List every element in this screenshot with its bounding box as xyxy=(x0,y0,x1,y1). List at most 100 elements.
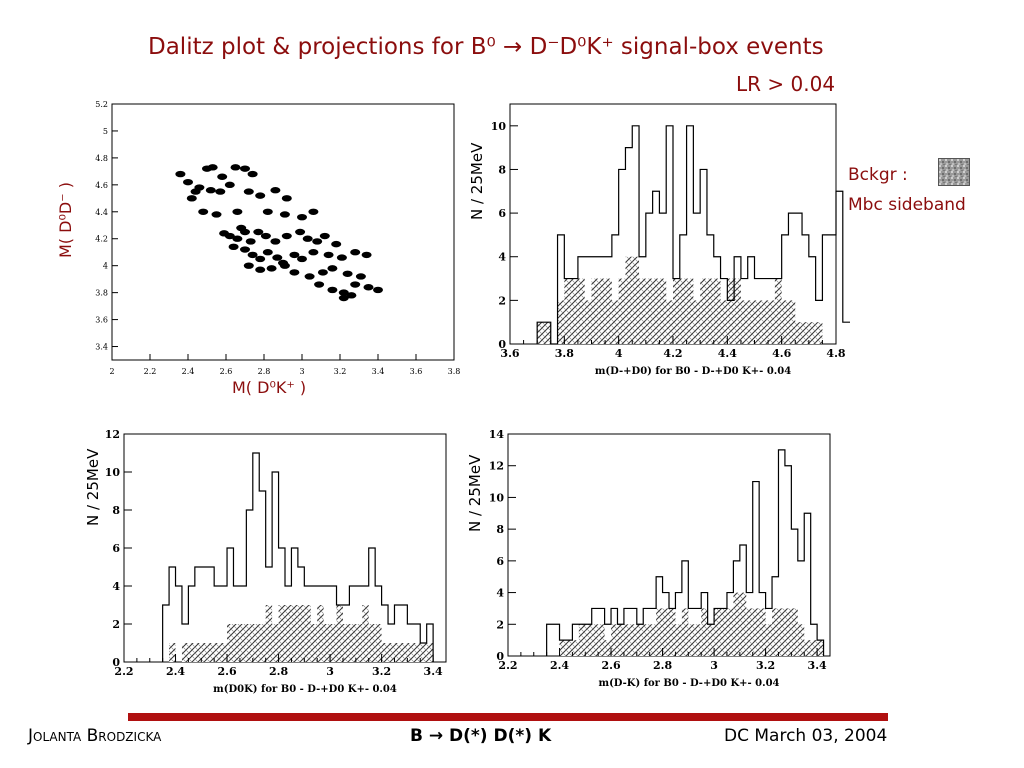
sideband-bar xyxy=(426,643,434,662)
dalitz-point xyxy=(224,232,235,240)
y-tick-label: 4 xyxy=(498,251,506,264)
sideband-bar xyxy=(815,322,823,344)
sideband-bar xyxy=(761,300,769,344)
sideband-bar xyxy=(598,278,606,344)
dalitz-point xyxy=(175,170,186,178)
dalitz-y-tick-label: 4.4 xyxy=(95,208,108,217)
sideband-bar xyxy=(317,605,324,662)
x-tick-label: 2.8 xyxy=(269,665,288,678)
signal-box-histogram-line xyxy=(162,452,434,662)
y-tick-label: 6 xyxy=(498,207,506,220)
y-tick-label: 6 xyxy=(112,542,120,555)
dalitz-point xyxy=(240,165,250,172)
sideband-bar xyxy=(817,640,824,656)
y-tick-label: 2 xyxy=(112,618,120,631)
dalitz-point xyxy=(297,255,307,263)
dalitz-point xyxy=(355,273,366,280)
sideband-bar xyxy=(746,608,753,656)
dalitz-point xyxy=(272,254,283,261)
footer-author: Jolanta Brodzicka xyxy=(28,726,162,746)
legend-bckgr-label: Bckgr : xyxy=(848,165,908,185)
dalitz-point xyxy=(205,187,216,194)
sideband-bar xyxy=(681,608,689,656)
dalitz-x-tick-label: 2.4 xyxy=(182,367,195,376)
x-ticks: 2.2 2.4 2.6 2.8 3 3.2 3.4 xyxy=(114,654,447,678)
sideband-bar xyxy=(584,300,592,344)
y-tick-label: 8 xyxy=(498,163,506,176)
sideband-bar xyxy=(734,278,741,344)
dalitz-point xyxy=(319,232,330,240)
dalitz-frame xyxy=(111,103,455,361)
sideband-bar xyxy=(605,278,612,344)
sideband-bar xyxy=(636,624,644,656)
sideband-bar xyxy=(304,605,311,662)
sideband-bar xyxy=(323,624,331,662)
x-axis-label: m(D-+D0) for B0 - D-+D0 K+- 0.04 xyxy=(595,366,791,377)
sideband-bar xyxy=(727,278,735,344)
sideband-bar xyxy=(310,624,318,662)
dalitz-y-label: M( D⁰D⁻ ) xyxy=(56,182,75,258)
x-tick-label: 4.4 xyxy=(718,347,737,360)
sideband-bar xyxy=(214,643,221,662)
y-ticks: 0 2 4 6 8 10 12 xyxy=(105,428,132,669)
dalitz-point xyxy=(230,164,241,171)
sideband-bar xyxy=(233,624,240,662)
sideband-bars xyxy=(537,256,823,344)
sideband-bar xyxy=(694,624,702,656)
dalitz-point xyxy=(198,208,209,215)
sideband-bar xyxy=(265,605,273,662)
dalitz-point xyxy=(327,265,338,272)
sideband-bar xyxy=(673,278,680,344)
sideband-bar xyxy=(169,643,176,662)
dalitz-point xyxy=(270,238,281,245)
dalitz-point xyxy=(289,269,300,276)
sideband-bar xyxy=(572,640,579,656)
sideband-bar xyxy=(375,624,382,662)
dalitz-point xyxy=(253,228,264,236)
dalitz-x-tick-label: 3.6 xyxy=(410,367,423,376)
y-tick-label: 10 xyxy=(105,466,121,479)
dalitz-point xyxy=(190,188,201,195)
dalitz-point xyxy=(260,232,271,240)
histogram-d-k-y-label: N / 25MeV xyxy=(466,454,484,532)
dalitz-point xyxy=(243,188,254,195)
dalitz-point xyxy=(361,251,372,259)
sideband-bar xyxy=(788,300,796,344)
dalitz-point xyxy=(279,262,290,269)
dalitz-plot: 2 2.2 2.4 2.6 2.8 3 3.2 3.4 3.6 3.8 3.4 3.6 3.8 4 4.2… xyxy=(95,100,460,376)
sideband-bar xyxy=(726,608,734,656)
sideband-bar xyxy=(368,624,376,662)
sideband-bar xyxy=(693,300,701,344)
dalitz-point xyxy=(373,286,383,294)
dalitz-point xyxy=(266,265,277,272)
x-ticks: 3.6 3.8 4 4.2 4.4 4.6 4.8 xyxy=(500,336,846,360)
x-tick-label: 4.2 xyxy=(663,347,682,360)
dalitz-point xyxy=(295,228,306,236)
x-tick-label: 3.2 xyxy=(756,659,775,672)
y-tick-label: 10 xyxy=(491,120,507,133)
signal-box-histogram-line xyxy=(536,125,850,345)
dalitz-point xyxy=(255,192,266,199)
sideband-bar xyxy=(342,624,350,662)
dalitz-point xyxy=(302,235,313,242)
sideband-bar xyxy=(804,640,811,656)
sideband-bar xyxy=(768,300,775,344)
x-ticks: 2.2 2.4 2.6 2.8 3 3.2 3.4 xyxy=(498,648,831,672)
dalitz-point xyxy=(217,173,228,180)
sideband-bar xyxy=(239,624,247,662)
y-tick-label: 0 xyxy=(112,656,120,669)
sideband-bar xyxy=(669,608,676,656)
y-tick-label: 2 xyxy=(498,294,506,307)
sideband-bar xyxy=(630,624,637,656)
dalitz-points xyxy=(175,164,383,302)
sideband-bar xyxy=(675,624,682,656)
sideband-bar xyxy=(759,608,766,656)
dalitz-point xyxy=(279,211,290,218)
dalitz-x-tick-label: 3.4 xyxy=(372,367,385,376)
sideband-bar xyxy=(285,605,292,662)
sideband-bar xyxy=(706,278,714,344)
x-tick-label: 3.6 xyxy=(500,347,519,360)
sideband-bar xyxy=(291,605,298,662)
x-tick-label: 2.6 xyxy=(217,665,236,678)
sideband-bar xyxy=(381,643,389,662)
